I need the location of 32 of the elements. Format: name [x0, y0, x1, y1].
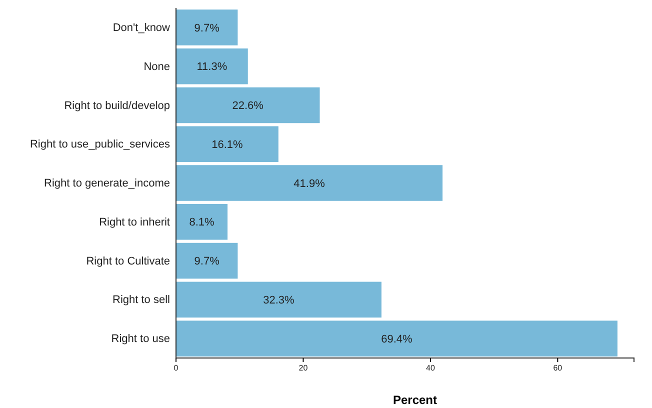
bar [176, 320, 618, 356]
y-tick-label: Right to sell [112, 294, 170, 306]
bar [176, 10, 238, 46]
bar [176, 242, 238, 279]
bar [176, 48, 248, 84]
data-label: 32.3% [263, 294, 295, 307]
y-tick-label: Don't_know [112, 22, 170, 34]
x-tick-label: 40 [426, 364, 436, 373]
bar [176, 165, 443, 201]
data-label: 11.3% [196, 61, 228, 74]
data-label: 69.4% [381, 333, 413, 346]
data-label: 9.7% [194, 22, 220, 34]
bar [176, 126, 278, 162]
data-label: 22.6% [232, 100, 264, 112]
x-tick-label: 60 [553, 364, 563, 373]
x-tick-label: 0 [174, 364, 179, 373]
data-label: 9.7% [194, 256, 220, 268]
y-tick-label: None [144, 60, 170, 73]
y-tick-label: Right to Cultivate [86, 255, 170, 268]
x-tick-label: 20 [298, 364, 308, 373]
y-tick-label: Right to use_public_services [30, 138, 170, 151]
data-label: 41.9% [294, 178, 326, 190]
data-label: 16.1% [212, 138, 244, 151]
y-tick-label: Right to use [111, 333, 170, 346]
bar [176, 282, 382, 318]
x-axis-title: Percent [392, 393, 438, 407]
bar [176, 204, 228, 240]
y-tick-label: Right to build/develop [64, 100, 170, 112]
y-tick-label: Right to generate_income [44, 178, 170, 190]
bar [176, 87, 320, 124]
data-label: 8.1% [189, 216, 215, 229]
y-tick-label: Right to inherit [99, 216, 170, 228]
